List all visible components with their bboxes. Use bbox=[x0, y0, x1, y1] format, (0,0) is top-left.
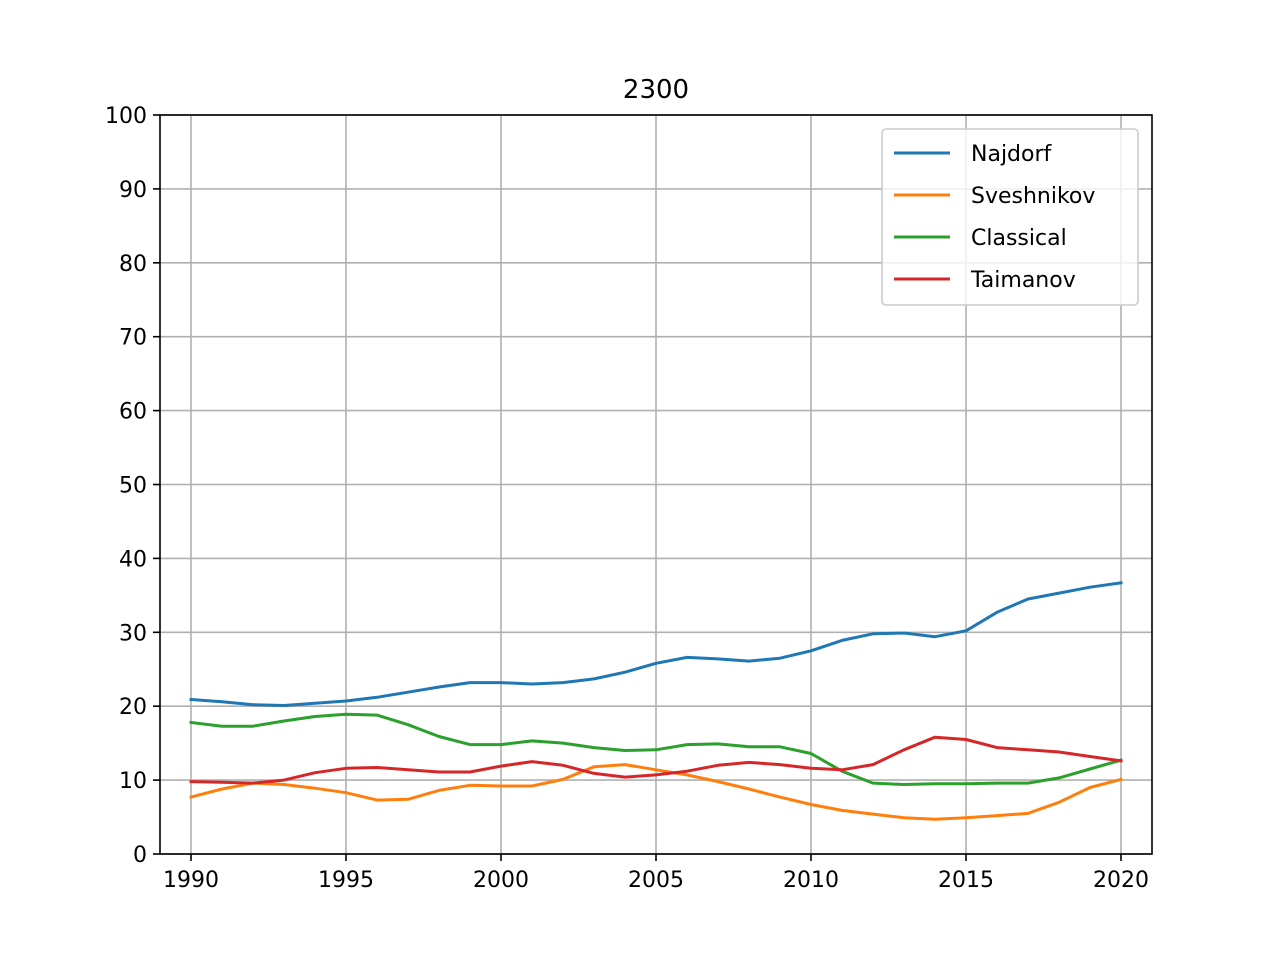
legend-box bbox=[881, 128, 1139, 306]
y-tick-label: 50 bbox=[119, 474, 147, 499]
y-tick-label: 10 bbox=[119, 769, 147, 794]
chart-title: 2300 bbox=[623, 75, 689, 105]
x-tick-label: 2005 bbox=[628, 868, 684, 893]
y-tick-label: 60 bbox=[119, 400, 147, 425]
x-tick-label: 2000 bbox=[473, 868, 529, 893]
y-tick-label: 0 bbox=[133, 843, 147, 868]
series-line-najdorf bbox=[189, 581, 1123, 707]
series-line-classical bbox=[189, 712, 1123, 786]
x-tick-label: 2020 bbox=[1093, 868, 1149, 893]
y-tick-label: 20 bbox=[119, 695, 147, 720]
legend-label-classical: Classical bbox=[971, 226, 1067, 251]
legend-label-taimanov: Taimanov bbox=[970, 268, 1076, 293]
axis-ticks: 1990 1995 2000 2005 2010 2015 2020 0 10 20 30 40 50 6… bbox=[105, 104, 1149, 893]
x-tick-label: 1990 bbox=[163, 868, 219, 893]
y-tick-label: 70 bbox=[119, 326, 147, 351]
series-line-taimanov bbox=[189, 735, 1123, 785]
x-tick-label: 2010 bbox=[783, 868, 839, 893]
y-tick-label: 40 bbox=[119, 547, 147, 572]
series-lines bbox=[189, 581, 1123, 821]
legend: Najdorf Sveshnikov Classical Taimanov bbox=[881, 128, 1139, 306]
y-tick-label: 30 bbox=[119, 621, 147, 646]
legend-label-najdorf: Najdorf bbox=[971, 142, 1053, 167]
x-tick-label: 1995 bbox=[318, 868, 374, 893]
y-tick-label: 100 bbox=[105, 104, 147, 129]
series-line-sveshnikov bbox=[189, 763, 1123, 821]
legend-label-sveshnikov: Sveshnikov bbox=[971, 184, 1095, 209]
x-tick-label: 2015 bbox=[938, 868, 994, 893]
y-tick-label: 90 bbox=[119, 178, 147, 203]
y-tick-label: 80 bbox=[119, 252, 147, 277]
